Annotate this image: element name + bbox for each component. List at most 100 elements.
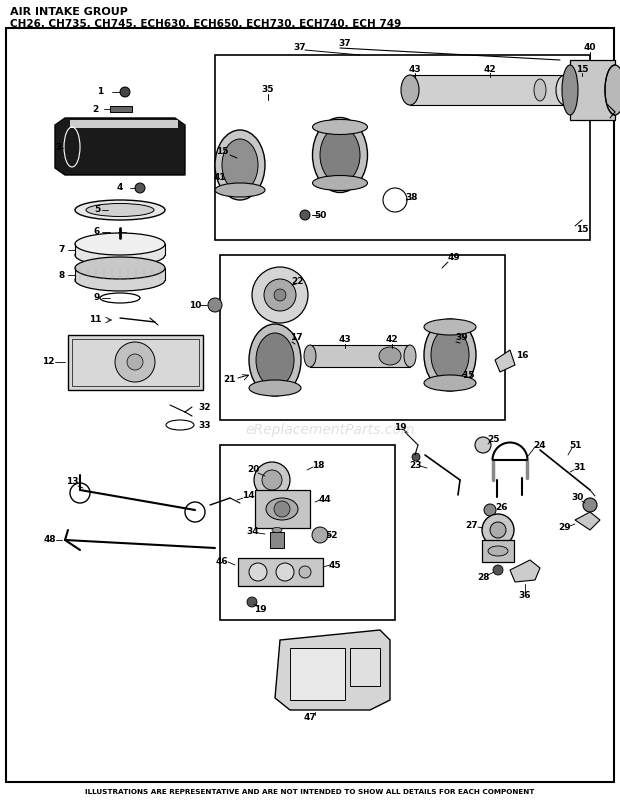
Text: 22: 22 [292, 277, 304, 286]
Text: 15: 15 [576, 66, 588, 75]
Ellipse shape [605, 65, 620, 115]
Circle shape [583, 498, 597, 512]
Circle shape [274, 289, 286, 301]
Text: 8: 8 [59, 270, 65, 280]
Text: AIR INTAKE GROUP: AIR INTAKE GROUP [10, 7, 128, 17]
Text: 35: 35 [262, 86, 274, 95]
Text: 34: 34 [247, 528, 259, 537]
Circle shape [254, 462, 290, 498]
Ellipse shape [75, 244, 165, 266]
Polygon shape [510, 560, 540, 582]
Bar [70, 120, 178, 128]
Text: 15: 15 [216, 148, 228, 156]
Bar [350, 648, 380, 686]
Circle shape [274, 501, 290, 517]
Ellipse shape [75, 269, 165, 291]
Text: 16: 16 [516, 350, 528, 359]
Text: 31: 31 [574, 464, 587, 472]
Text: 39: 39 [456, 334, 468, 342]
Circle shape [262, 470, 282, 490]
Text: 3: 3 [55, 144, 61, 152]
Bar [72, 339, 199, 386]
Ellipse shape [424, 319, 476, 391]
Bar [290, 648, 345, 700]
Ellipse shape [86, 204, 154, 217]
Text: 23: 23 [409, 461, 421, 471]
Text: 24: 24 [534, 440, 546, 449]
Text: 38: 38 [405, 193, 419, 202]
Circle shape [484, 504, 496, 516]
Ellipse shape [424, 319, 476, 335]
Circle shape [300, 210, 310, 220]
Text: 11: 11 [89, 315, 101, 325]
Ellipse shape [312, 118, 368, 192]
Circle shape [482, 514, 514, 546]
Text: 27: 27 [466, 520, 478, 529]
Circle shape [299, 566, 311, 578]
Ellipse shape [534, 79, 546, 101]
Text: 19: 19 [254, 606, 267, 614]
Ellipse shape [312, 176, 368, 191]
Circle shape [475, 437, 491, 453]
Text: 17: 17 [290, 334, 303, 342]
Ellipse shape [75, 233, 165, 255]
Polygon shape [55, 118, 185, 175]
Text: 15: 15 [576, 225, 588, 234]
Text: 29: 29 [559, 524, 571, 533]
Bar [238, 558, 323, 586]
Ellipse shape [249, 324, 301, 396]
Polygon shape [575, 512, 600, 530]
Polygon shape [495, 350, 515, 372]
Text: 37: 37 [339, 39, 352, 48]
Text: 33: 33 [199, 420, 211, 430]
Text: eReplacementParts.com: eReplacementParts.com [246, 423, 415, 437]
Text: 14: 14 [242, 492, 254, 500]
Text: 7: 7 [59, 245, 65, 254]
Text: 25: 25 [487, 435, 499, 444]
Circle shape [252, 267, 308, 323]
Bar [220, 445, 395, 620]
Text: 48: 48 [43, 536, 56, 545]
Ellipse shape [556, 75, 574, 105]
Text: 44: 44 [319, 496, 331, 504]
Circle shape [127, 354, 143, 370]
Circle shape [208, 298, 222, 312]
Ellipse shape [249, 380, 301, 396]
Circle shape [412, 453, 420, 461]
Bar [410, 75, 565, 105]
Bar [68, 335, 203, 390]
Text: 50: 50 [314, 210, 326, 220]
Bar [310, 345, 410, 367]
Text: 9: 9 [94, 294, 100, 302]
Ellipse shape [431, 328, 469, 382]
Ellipse shape [562, 65, 578, 115]
Text: 13: 13 [66, 477, 78, 487]
Text: 37: 37 [294, 43, 306, 52]
Text: 15: 15 [462, 371, 474, 379]
Text: 4: 4 [117, 184, 123, 192]
Text: 20: 20 [247, 465, 259, 475]
Text: 42: 42 [386, 335, 398, 345]
Text: 51: 51 [569, 440, 582, 449]
Text: 43: 43 [409, 66, 422, 75]
Text: 43: 43 [339, 335, 352, 345]
Ellipse shape [401, 75, 419, 105]
Text: 30: 30 [572, 493, 584, 503]
Circle shape [135, 183, 145, 193]
Circle shape [115, 342, 155, 382]
Text: 2: 2 [92, 104, 98, 114]
Bar [75, 268, 165, 280]
Text: 42: 42 [484, 66, 497, 75]
Text: ILLUSTRATIONS ARE REPRESENTATIVE AND ARE NOT INTENDED TO SHOW ALL DETAILS FOR EA: ILLUSTRATIONS ARE REPRESENTATIVE AND ARE… [86, 789, 534, 795]
Ellipse shape [379, 347, 401, 365]
Text: 1: 1 [97, 87, 103, 96]
Text: 10: 10 [189, 301, 201, 310]
Ellipse shape [222, 139, 258, 191]
Circle shape [490, 522, 506, 538]
Circle shape [276, 563, 294, 581]
Text: CH26, CH735, CH745, ECH630, ECH650, ECH730, ECH740, ECH 749: CH26, CH735, CH745, ECH630, ECH650, ECH7… [10, 19, 401, 29]
Bar [255, 490, 310, 528]
Circle shape [264, 279, 296, 311]
Ellipse shape [256, 333, 294, 387]
Text: 52: 52 [326, 530, 339, 540]
